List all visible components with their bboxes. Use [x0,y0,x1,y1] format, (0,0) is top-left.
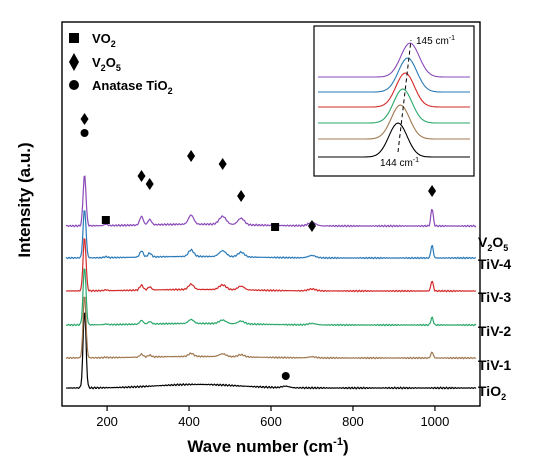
peak-marker-diamond-145 [80,113,89,125]
legend-vo2-sub: 2 [111,39,116,49]
x-axis-title-sup: -1 [333,436,343,448]
series-label-TiV-1: TiV-1 [478,357,511,373]
peak-marker-layer [80,113,437,380]
legend-vo2-label: VO2 [92,31,116,49]
peak-marker-diamond-482 [218,158,227,170]
inset-label-top-sup: -1 [449,35,455,42]
x-axis-title-tail: ) [343,437,349,456]
series-label-V2O5: V2O5 [478,234,508,253]
legend-v2o5-marker [69,53,79,71]
peak-marker-diamond-993 [428,185,437,197]
inset-label-top: 145 cm-1 [416,35,455,47]
legend-v2o5-mid: O [106,55,116,70]
inset-label-bottom: 144 cm-1 [380,157,419,169]
x-axis-title: Wave number (cm-1) [187,436,348,456]
legend-anatase-sub: 2 [168,86,173,96]
y-axis-title: Intensity (a.u.) [15,142,34,257]
series-line-V2O5 [65,175,477,228]
inset-label-bottom-main: 144 cm [380,158,413,169]
series-line-TiV-3 [66,237,477,293]
inset-line-TiV-3 [318,72,470,108]
legend-vo2-marker [69,33,79,43]
inset-line-TiV-2 [318,88,470,124]
inset-line-V2O5 [318,42,470,78]
peak-marker-diamond-304 [145,178,154,190]
x-tick-label-600: 600 [260,414,282,429]
legend-anatase-marker [69,80,79,90]
legend-v2o5-main: V [92,55,101,70]
peak-marker-diamond-527 [237,190,246,202]
inset-line-TiO2 [318,122,470,158]
series-label-TiV-4: TiV-4 [478,256,511,272]
inset-label-bottom-sup: -1 [413,157,419,164]
series-line-TiV-1 [65,296,476,360]
x-tick-label-400: 400 [178,414,200,429]
peak-marker-square-197 [101,216,110,224]
inset-dashed-guide [397,39,412,153]
series-label-layer: TiO2 TiV-1 TiV-2 TiV-3 TiV-4 V2O5 [478,234,511,402]
inset-label-top-main: 145 cm [416,36,449,47]
series-line-TiO2 [65,311,477,390]
legend-vo2-main: VO [92,31,111,46]
legend-v2o5-sub: 2 [101,63,106,73]
series-label-TiO2: TiO2 [478,383,506,402]
series-label-TiV-2: TiV-2 [478,323,511,339]
series-line-TiV-4 [65,210,476,260]
inset-line-TiV-4 [318,57,470,93]
peak-marker-diamond-284 [137,170,146,182]
peak-marker-circle-145 [80,129,89,137]
series-layer [65,175,477,390]
legend-v2o5-sub2: 5 [116,63,121,73]
x-tick-label-1000: 1000 [420,414,449,429]
x-tick-layer: 200 400 600 800 1000 [96,406,449,429]
peak-marker-diamond-700 [307,220,316,232]
peak-marker-square-610 [271,223,280,231]
series-label-TiV-3: TiV-3 [478,289,511,305]
legend-anatase-label: Anatase TiO2 [92,78,173,96]
x-tick-label-200: 200 [96,414,118,429]
inset-series-layer [318,42,470,158]
legend: VO2 V2O5 Anatase TiO2 [69,31,173,96]
inset-line-TiV-1 [318,104,470,140]
series-line-TiV-2 [65,268,477,327]
legend-v2o5-label: V2O5 [92,55,121,73]
inset: 145 cm-1 144 cm-1 [313,25,475,177]
peak-marker-diamond-405 [187,150,196,162]
peak-marker-circle-636 [281,372,290,380]
x-axis-title-text: Wave number (cm [187,437,333,456]
legend-anatase-main: Anatase TiO [92,78,168,93]
x-tick-label-800: 800 [342,414,364,429]
